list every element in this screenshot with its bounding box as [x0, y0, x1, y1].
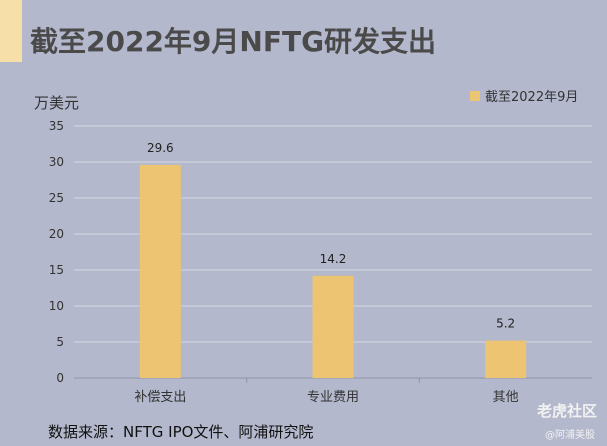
y-tick-label: 30: [49, 155, 64, 169]
y-tick-label: 0: [56, 371, 64, 385]
watermark-handle: @阿浦美股: [545, 430, 595, 441]
x-tick-label: 专业费用: [307, 390, 359, 405]
y-tick-label: 25: [49, 191, 64, 205]
watermark-brand: 老虎社区: [536, 402, 597, 420]
bar: [139, 164, 181, 378]
y-tick-label: 20: [49, 227, 64, 241]
y-axis-unit-label: 万美元: [34, 94, 80, 112]
data-label: 5.2: [496, 317, 515, 331]
source-note: 数据来源：NFTG IPO文件、阿浦研究院: [48, 423, 314, 441]
data-label: 14.2: [320, 252, 347, 266]
chart-title: 截至2022年9月NFTG研发支出: [30, 25, 437, 58]
legend-label: 截至2022年9月: [485, 90, 579, 105]
y-tick-label: 10: [49, 299, 64, 313]
x-tick-label: 补偿支出: [134, 390, 186, 405]
bar: [485, 340, 527, 378]
y-tick-label: 35: [49, 119, 64, 133]
bar: [312, 275, 354, 378]
legend: 截至2022年9月: [470, 86, 578, 105]
title-accent-bar: [0, 0, 22, 62]
data-label: 29.6: [147, 141, 174, 155]
legend-swatch: [470, 90, 480, 101]
y-tick-label: 15: [49, 263, 64, 277]
y-tick-label: 5: [56, 335, 64, 349]
x-tick-label: 其他: [493, 390, 519, 405]
